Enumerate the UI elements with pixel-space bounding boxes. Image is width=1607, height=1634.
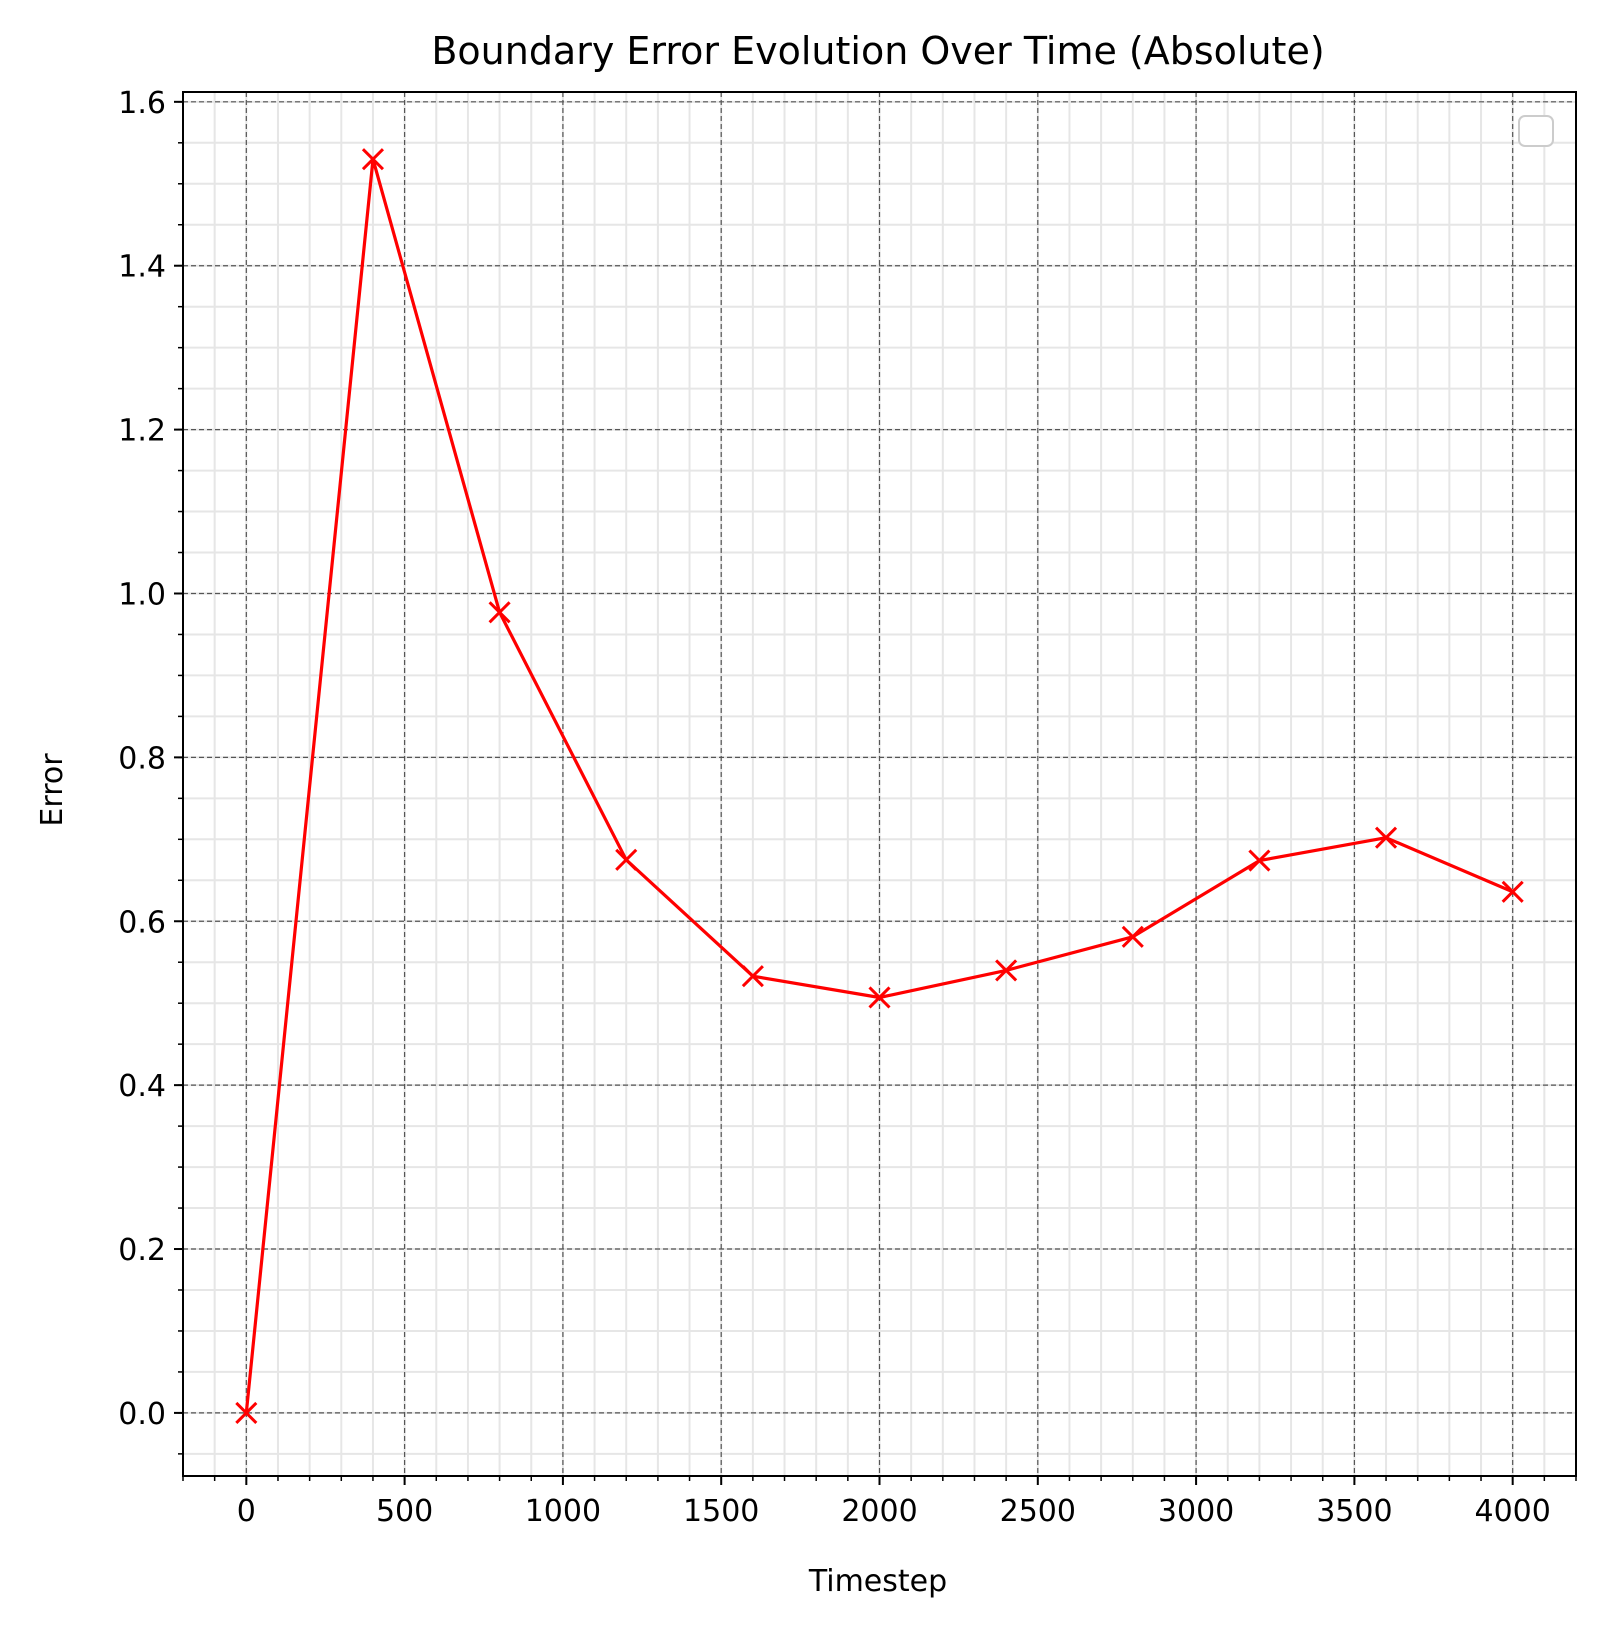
x-axis-ticks: 0 500 1000 1500 2000 2500 3000 3500 4000	[182, 1476, 1577, 1529]
data-point-marker	[235, 1401, 258, 1424]
y-tick-label: 0.0	[118, 1397, 166, 1432]
y-tick-label: 1.6	[118, 86, 166, 121]
x-axis-label: Timestep	[808, 1564, 947, 1599]
series-group	[235, 148, 1524, 1424]
data-point-marker	[1501, 880, 1524, 903]
data-point-marker	[1374, 826, 1398, 849]
y-axis-ticks: 0.0 0.2 0.4 0.6 0.8 1.0 1.2 1.4 1.6	[118, 86, 183, 1455]
y-tick-label: 1.4	[118, 250, 166, 285]
data-point-marker	[995, 959, 1018, 982]
y-tick-label: 0.6	[118, 905, 166, 940]
y-axis-label: Error	[35, 753, 70, 827]
data-point-marker	[868, 986, 891, 1009]
data-point-marker	[1121, 925, 1144, 948]
data-point-marker	[1248, 849, 1271, 872]
x-tick-label: 500	[376, 1494, 433, 1529]
x-tick-label: 3500	[1316, 1494, 1392, 1529]
y-tick-label: 1.2	[118, 414, 166, 449]
y-tick-label: 0.4	[118, 1069, 166, 1104]
y-tick-label: 0.2	[118, 1233, 166, 1268]
x-tick-label: 3000	[1158, 1494, 1234, 1529]
major-grid	[183, 92, 1576, 1476]
x-tick-label: 1000	[525, 1494, 601, 1529]
x-tick-label: 0	[237, 1494, 256, 1529]
data-point-marker	[488, 601, 511, 624]
legend-box	[1518, 115, 1554, 147]
x-tick-label: 4000	[1475, 1494, 1551, 1529]
data-point-marker	[361, 148, 385, 171]
x-tick-label: 2000	[841, 1494, 917, 1529]
x-tick-label: 2500	[1000, 1494, 1076, 1529]
x-tick-label: 1500	[683, 1494, 759, 1529]
y-tick-label: 1.0	[118, 577, 166, 612]
data-point-marker	[615, 848, 638, 871]
data-point-marker	[741, 965, 764, 988]
y-tick-label: 0.8	[118, 741, 166, 776]
chart-title: Boundary Error Evolution Over Time (Abso…	[431, 29, 1324, 73]
